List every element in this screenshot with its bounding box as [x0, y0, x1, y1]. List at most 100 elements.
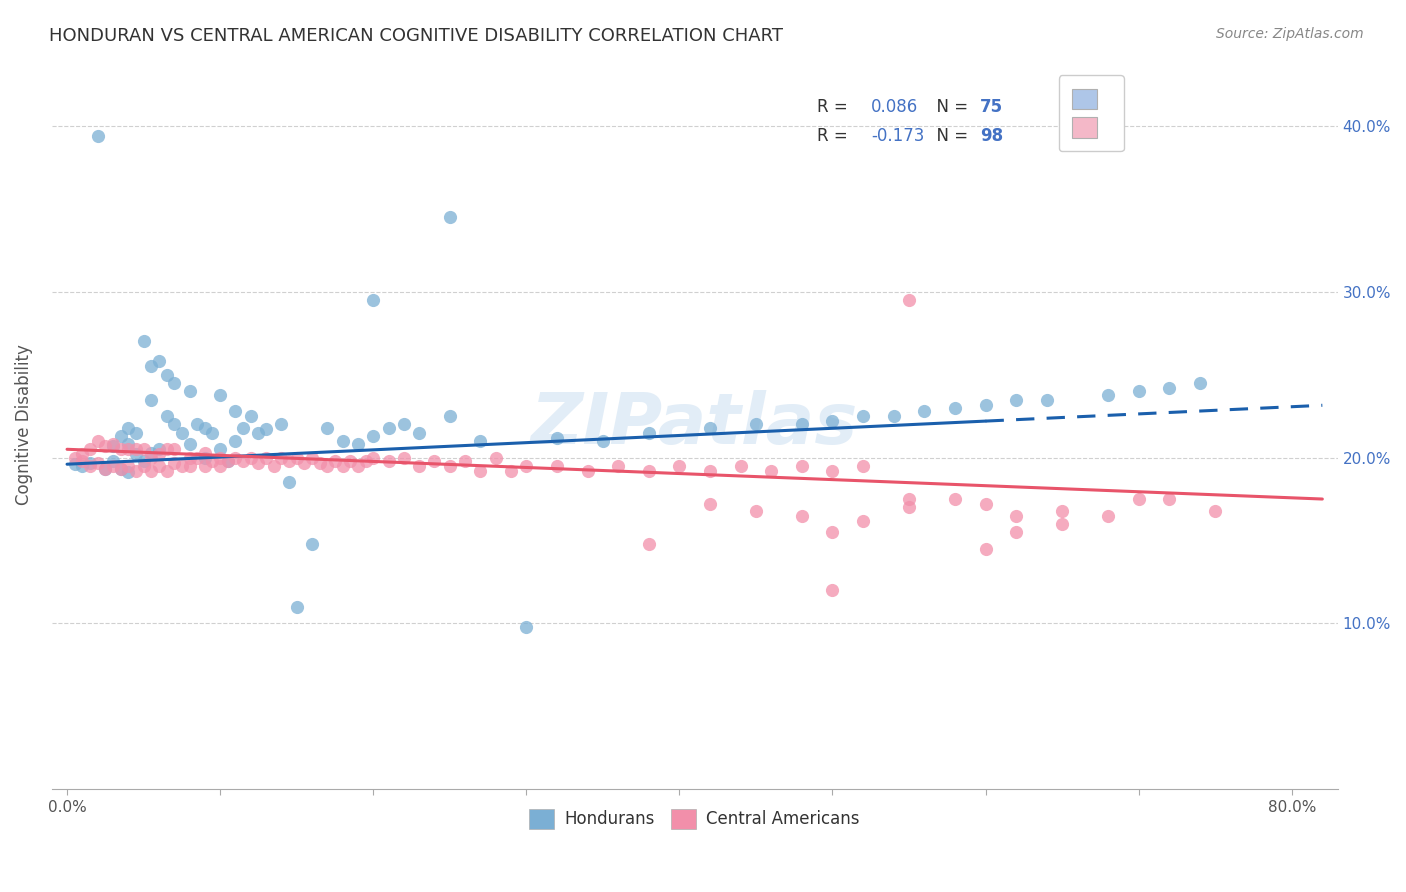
Point [1188, 376, 1211, 390]
Point [224, 404, 246, 418]
Point [254, 450, 277, 465]
Point [790, 417, 813, 432]
Text: N =: N = [927, 128, 973, 145]
Point [546, 458, 568, 473]
Point [125, 447, 148, 461]
Point [186, 450, 208, 465]
Point [408, 425, 430, 440]
Point [270, 417, 292, 432]
Point [94, 439, 117, 453]
Point [72, 447, 94, 461]
Point [148, 447, 170, 461]
Point [745, 417, 768, 432]
Point [1036, 392, 1059, 407]
Point [110, 462, 132, 476]
Point [217, 454, 239, 468]
Point [392, 417, 415, 432]
Text: R =: R = [817, 128, 853, 145]
Point [439, 458, 461, 473]
Point [898, 293, 921, 307]
Point [155, 409, 177, 424]
Point [201, 425, 224, 440]
Point [194, 421, 217, 435]
Point [354, 454, 377, 468]
Point [86, 456, 108, 470]
Point [852, 458, 875, 473]
Point [132, 454, 155, 468]
Point [285, 450, 308, 465]
Point [852, 514, 875, 528]
Point [117, 437, 139, 451]
Point [361, 450, 384, 465]
Point [86, 128, 108, 143]
Text: 75: 75 [980, 98, 1004, 116]
Point [247, 425, 270, 440]
Point [217, 454, 239, 468]
Point [470, 464, 492, 478]
Point [592, 434, 614, 448]
Point [101, 437, 124, 451]
Point [247, 456, 270, 470]
Point [339, 454, 361, 468]
Point [132, 458, 155, 473]
Point [301, 450, 323, 465]
Point [821, 464, 844, 478]
Point [155, 442, 177, 457]
Point [163, 442, 186, 457]
Point [232, 421, 254, 435]
Text: N =: N = [927, 98, 973, 116]
Point [301, 537, 323, 551]
Point [194, 450, 217, 465]
Point [730, 458, 752, 473]
Point [110, 429, 132, 443]
Point [1050, 516, 1073, 531]
Point [239, 409, 262, 424]
Point [101, 439, 124, 453]
Point [943, 491, 966, 506]
Point [278, 475, 301, 490]
Point [637, 537, 659, 551]
Point [101, 458, 124, 473]
Point [852, 409, 875, 424]
Point [974, 497, 997, 511]
Point [141, 445, 163, 459]
Point [132, 442, 155, 457]
Text: ZIPatlas: ZIPatlas [531, 390, 859, 458]
Point [361, 429, 384, 443]
Point [347, 437, 370, 451]
Point [912, 404, 935, 418]
Point [439, 210, 461, 224]
Point [79, 458, 101, 473]
Point [347, 458, 370, 473]
Point [699, 421, 721, 435]
Point [141, 464, 163, 478]
Point [148, 458, 170, 473]
Point [607, 458, 630, 473]
Point [117, 458, 139, 473]
Point [125, 425, 148, 440]
Point [224, 450, 246, 465]
Point [439, 409, 461, 424]
Point [239, 450, 262, 465]
Point [117, 442, 139, 457]
Point [637, 464, 659, 478]
Point [101, 454, 124, 468]
Point [209, 450, 232, 465]
Point [470, 434, 492, 448]
Point [821, 414, 844, 428]
Point [1005, 392, 1028, 407]
Point [454, 454, 477, 468]
Point [201, 454, 224, 468]
Point [125, 464, 148, 478]
Point [515, 620, 537, 634]
Point [285, 599, 308, 614]
Point [1050, 503, 1073, 517]
Point [232, 454, 254, 468]
Y-axis label: Cognitive Disability: Cognitive Disability [15, 344, 32, 505]
Point [316, 421, 339, 435]
Point [392, 450, 415, 465]
Point [110, 442, 132, 457]
Point [132, 334, 155, 349]
Point [332, 458, 354, 473]
Point [943, 401, 966, 415]
